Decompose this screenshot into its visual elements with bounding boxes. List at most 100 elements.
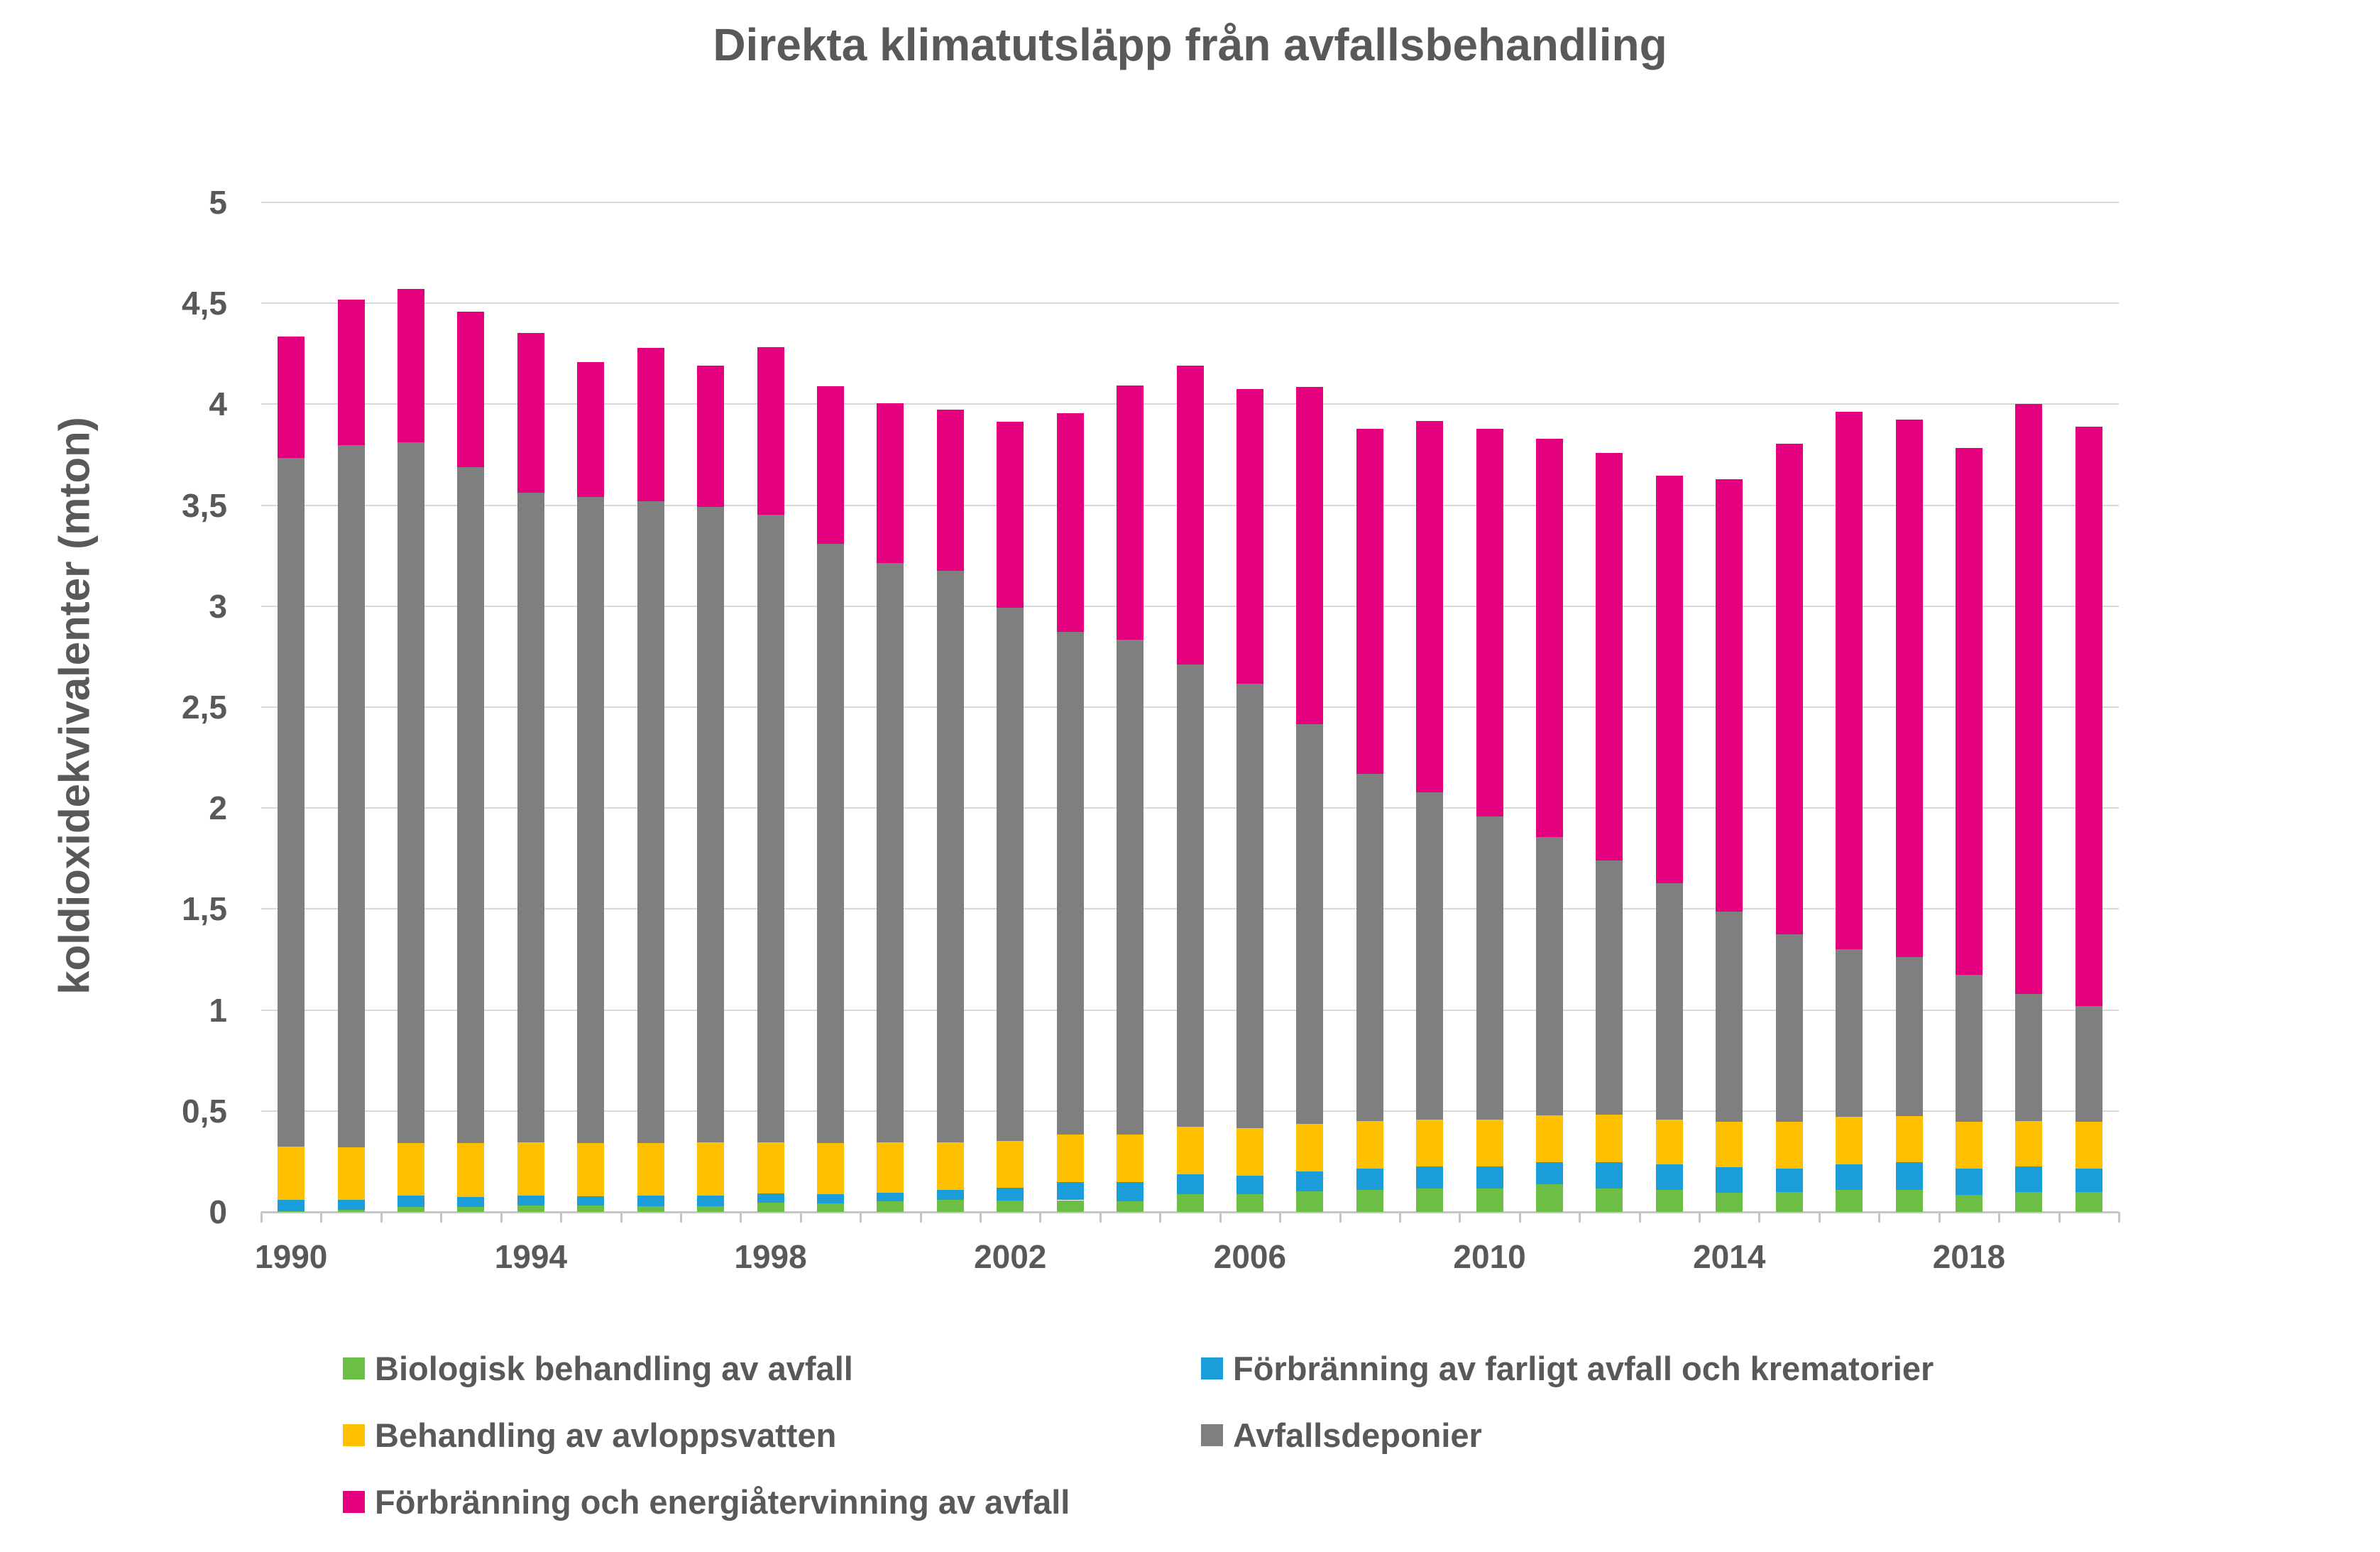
bar-segment-blue [1296, 1171, 1324, 1192]
bar-2009 [1416, 0, 1444, 1212]
x-tick-label: 2018 [1932, 1238, 2006, 1275]
bar-segment-green [637, 1206, 664, 1212]
bar-segment-pink [2015, 404, 2043, 994]
bar-segment-gray [1955, 974, 1983, 1122]
bar-segment-blue [1476, 1166, 1503, 1188]
legend-swatch-blue-icon [1201, 1357, 1223, 1379]
bar-segment-gray [278, 457, 305, 1147]
y-tick-label: 2,5 [182, 689, 227, 726]
legend-item-blue: Förbränning av farligt avfall och kremat… [1201, 1350, 1934, 1387]
bar-segment-gray [1775, 934, 1803, 1122]
bar-segment-pink [1716, 479, 1743, 912]
bar-segment-yellow [278, 1146, 305, 1200]
bar-segment-green [517, 1205, 544, 1212]
bar-segment-yellow [337, 1147, 365, 1200]
legend-label: Biologisk behandling av avfall [375, 1349, 853, 1387]
bar-segment-gray [1117, 640, 1144, 1135]
bar-segment-blue [1536, 1162, 1564, 1185]
bar-segment-gray [757, 514, 784, 1143]
legend-swatch-gray-icon [1201, 1423, 1223, 1446]
bar-segment-yellow [1955, 1122, 1983, 1169]
bar-1993 [457, 0, 485, 1212]
y-tick-label: 1,5 [182, 890, 227, 928]
bar-segment-blue [1775, 1168, 1803, 1193]
bar-segment-gray [1356, 773, 1383, 1121]
bar-segment-gray [1655, 883, 1683, 1120]
x-axis-tick [980, 1212, 982, 1223]
bar-segment-blue [1056, 1182, 1084, 1201]
bar-segment-gray [637, 501, 664, 1144]
bar-segment-green [1775, 1192, 1803, 1212]
bar-segment-blue [278, 1199, 305, 1211]
bar-segment-green [936, 1199, 964, 1212]
legend-swatch-green-icon [343, 1357, 365, 1379]
chart-title: Direkta klimatutsläpp från avfallsbehand… [713, 19, 1667, 70]
x-axis-tick [261, 1212, 263, 1223]
bar-segment-gray [1056, 631, 1084, 1135]
bar-1998 [757, 0, 784, 1212]
bar-segment-yellow [1716, 1121, 1743, 1167]
bar-1995 [577, 0, 605, 1212]
bar-segment-pink [517, 333, 544, 493]
bar-segment-yellow [637, 1143, 664, 1196]
bar-segment-green [697, 1206, 725, 1212]
bar-segment-green [816, 1203, 844, 1212]
bar-segment-pink [457, 311, 485, 467]
bar-segment-yellow [997, 1140, 1024, 1188]
x-axis-tick [320, 1212, 323, 1223]
gridline [261, 302, 2119, 305]
bar-segment-pink [877, 403, 904, 563]
bar-2007 [1296, 0, 1324, 1212]
bar-2011 [1536, 0, 1564, 1212]
bar-segment-green [278, 1211, 305, 1212]
bar-segment-yellow [816, 1143, 844, 1194]
bar-segment-pink [697, 365, 725, 507]
legend-label: Förbränning och energiåtervinning av avf… [375, 1482, 1070, 1521]
bar-segment-blue [637, 1195, 664, 1206]
y-tick-label: 0 [209, 1193, 227, 1230]
bar-segment-gray [397, 442, 425, 1144]
bar-segment-blue [697, 1195, 725, 1206]
bar-segment-yellow [1836, 1117, 1863, 1164]
y-tick-label: 1 [209, 991, 227, 1029]
bar-segment-gray [1596, 860, 1623, 1115]
bar-segment-green [1356, 1190, 1383, 1212]
x-axis-tick [1878, 1212, 1881, 1223]
bar-segment-gray [1416, 792, 1444, 1120]
bar-2019 [2015, 0, 2043, 1212]
bar-segment-blue [757, 1193, 784, 1203]
x-axis-tick [1579, 1212, 1581, 1223]
legend-item-pink: Förbränning och energiåtervinning av avf… [343, 1483, 1201, 1521]
bar-segment-pink [2075, 427, 2102, 1007]
bar-segment-blue [936, 1189, 964, 1200]
y-tick-label: 0,5 [182, 1092, 227, 1130]
x-axis-tick [1339, 1212, 1342, 1223]
x-axis-tick [1638, 1212, 1641, 1223]
bar-segment-pink [1117, 385, 1144, 640]
bar-segment-pink [1176, 365, 1204, 665]
x-tick-label: 2002 [974, 1238, 1047, 1275]
x-axis-tick [1159, 1212, 1162, 1223]
bar-segment-gray [816, 543, 844, 1144]
bar-segment-green [337, 1209, 365, 1212]
legend-item-green: Biologisk behandling av avfall [343, 1350, 1201, 1387]
x-axis-tick [1758, 1212, 1761, 1223]
bar-segment-yellow [397, 1143, 425, 1196]
bar-segment-gray [1836, 949, 1863, 1117]
x-axis-tick [500, 1212, 503, 1223]
bar-segment-green [1536, 1184, 1564, 1212]
x-axis-tick [1818, 1212, 1821, 1223]
x-tick-label: 1994 [494, 1238, 568, 1275]
bar-2003 [1056, 0, 1084, 1212]
x-axis-tick [740, 1212, 742, 1223]
bar-segment-blue [1716, 1166, 1743, 1193]
bar-segment-gray [1176, 664, 1204, 1127]
bar-segment-pink [936, 409, 964, 572]
x-tick-label: 2014 [1693, 1238, 1766, 1275]
x-axis-tick [1699, 1212, 1701, 1223]
x-axis-tick [1998, 1212, 2001, 1223]
bar-segment-gray [457, 466, 485, 1144]
bar-2008 [1356, 0, 1383, 1212]
bar-segment-pink [1536, 439, 1564, 837]
legend: Biologisk behandling av avfall Förbrännin… [343, 1350, 1934, 1521]
